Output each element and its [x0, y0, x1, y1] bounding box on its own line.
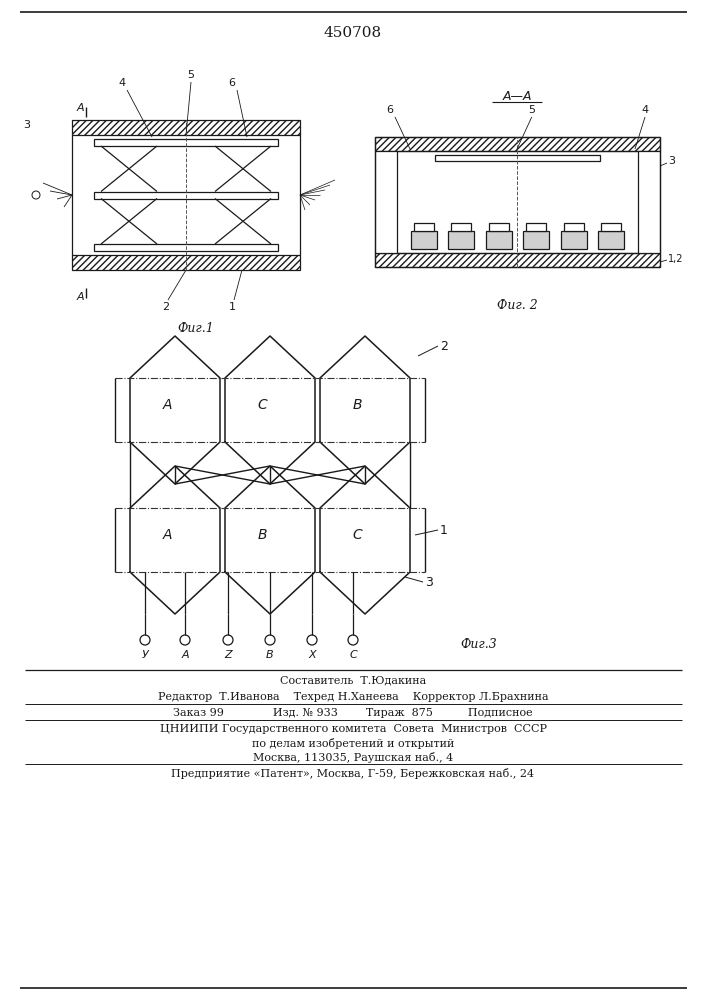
Text: 1: 1 [440, 524, 448, 536]
Bar [638, 151, 660, 253]
Text: X: X [308, 650, 316, 660]
Bar [72, 120, 300, 135]
Text: У: У [141, 650, 148, 660]
Text: 5: 5 [187, 70, 194, 80]
Text: A: A [162, 398, 172, 412]
Text: C: C [257, 398, 267, 412]
Bar [375, 151, 397, 253]
Text: A: A [162, 528, 172, 542]
Text: A—A: A—A [502, 91, 532, 104]
Text: 6: 6 [387, 105, 394, 115]
Bar [411, 231, 437, 249]
Text: Составитель  Т.Юдакина: Составитель Т.Юдакина [280, 675, 426, 685]
Bar [94, 244, 278, 251]
Text: 5: 5 [528, 105, 535, 115]
Bar [375, 253, 660, 267]
Text: B: B [352, 398, 362, 412]
Text: Z: Z [224, 650, 232, 660]
Bar [72, 255, 300, 270]
Text: Фиг. 2: Фиг. 2 [496, 299, 537, 312]
Bar [94, 192, 278, 198]
Bar [526, 223, 547, 231]
Text: 4: 4 [119, 78, 126, 88]
Text: 1,2: 1,2 [668, 254, 684, 264]
Text: B: B [257, 528, 267, 542]
Text: Фиг.3: Фиг.3 [460, 639, 497, 652]
Text: 2: 2 [163, 302, 170, 312]
Text: 3: 3 [425, 576, 433, 588]
Text: 3: 3 [23, 120, 30, 130]
Bar [435, 155, 600, 161]
Text: A: A [76, 292, 84, 302]
Text: ЦНИИПИ Государственного комитета  Совета  Министров  СССР: ЦНИИПИ Государственного комитета Совета … [160, 724, 547, 734]
Text: A: A [76, 103, 84, 113]
Text: C: C [349, 650, 357, 660]
Text: по делам изобретений и открытий: по делам изобретений и открытий [252, 738, 454, 749]
Bar [448, 231, 474, 249]
Text: B: B [267, 650, 274, 660]
Bar [561, 231, 587, 249]
Text: A: A [181, 650, 189, 660]
Text: 3: 3 [668, 156, 675, 166]
Bar [489, 223, 509, 231]
Text: 4: 4 [641, 105, 648, 115]
Bar [598, 231, 624, 249]
Text: Заказ 99              Изд. № 933        Тираж  875          Подписное: Заказ 99 Изд. № 933 Тираж 875 Подписное [173, 708, 533, 718]
Bar [486, 231, 512, 249]
Bar [451, 223, 472, 231]
Text: Редактор  Т.Иванова    Техред Н.Ханеева    Корректор Л.Брахнина: Редактор Т.Иванова Техред Н.Ханеева Корр… [158, 692, 549, 702]
Bar [94, 139, 278, 146]
Text: 6: 6 [228, 78, 235, 88]
Bar [375, 137, 660, 151]
Bar [563, 223, 584, 231]
Bar [414, 223, 434, 231]
Text: 2: 2 [440, 340, 448, 353]
Bar [523, 231, 549, 249]
Text: C: C [352, 528, 362, 542]
Bar [601, 223, 621, 231]
Text: Предприятие «Патент», Москва, Г-59, Бережковская наб., 24: Предприятие «Патент», Москва, Г-59, Бере… [171, 768, 534, 779]
Text: Москва, 113035, Раушская наб., 4: Москва, 113035, Раушская наб., 4 [253, 752, 453, 763]
Text: Фиг.1: Фиг.1 [177, 322, 214, 335]
Text: 450708: 450708 [324, 26, 382, 40]
Text: 1: 1 [228, 302, 235, 312]
